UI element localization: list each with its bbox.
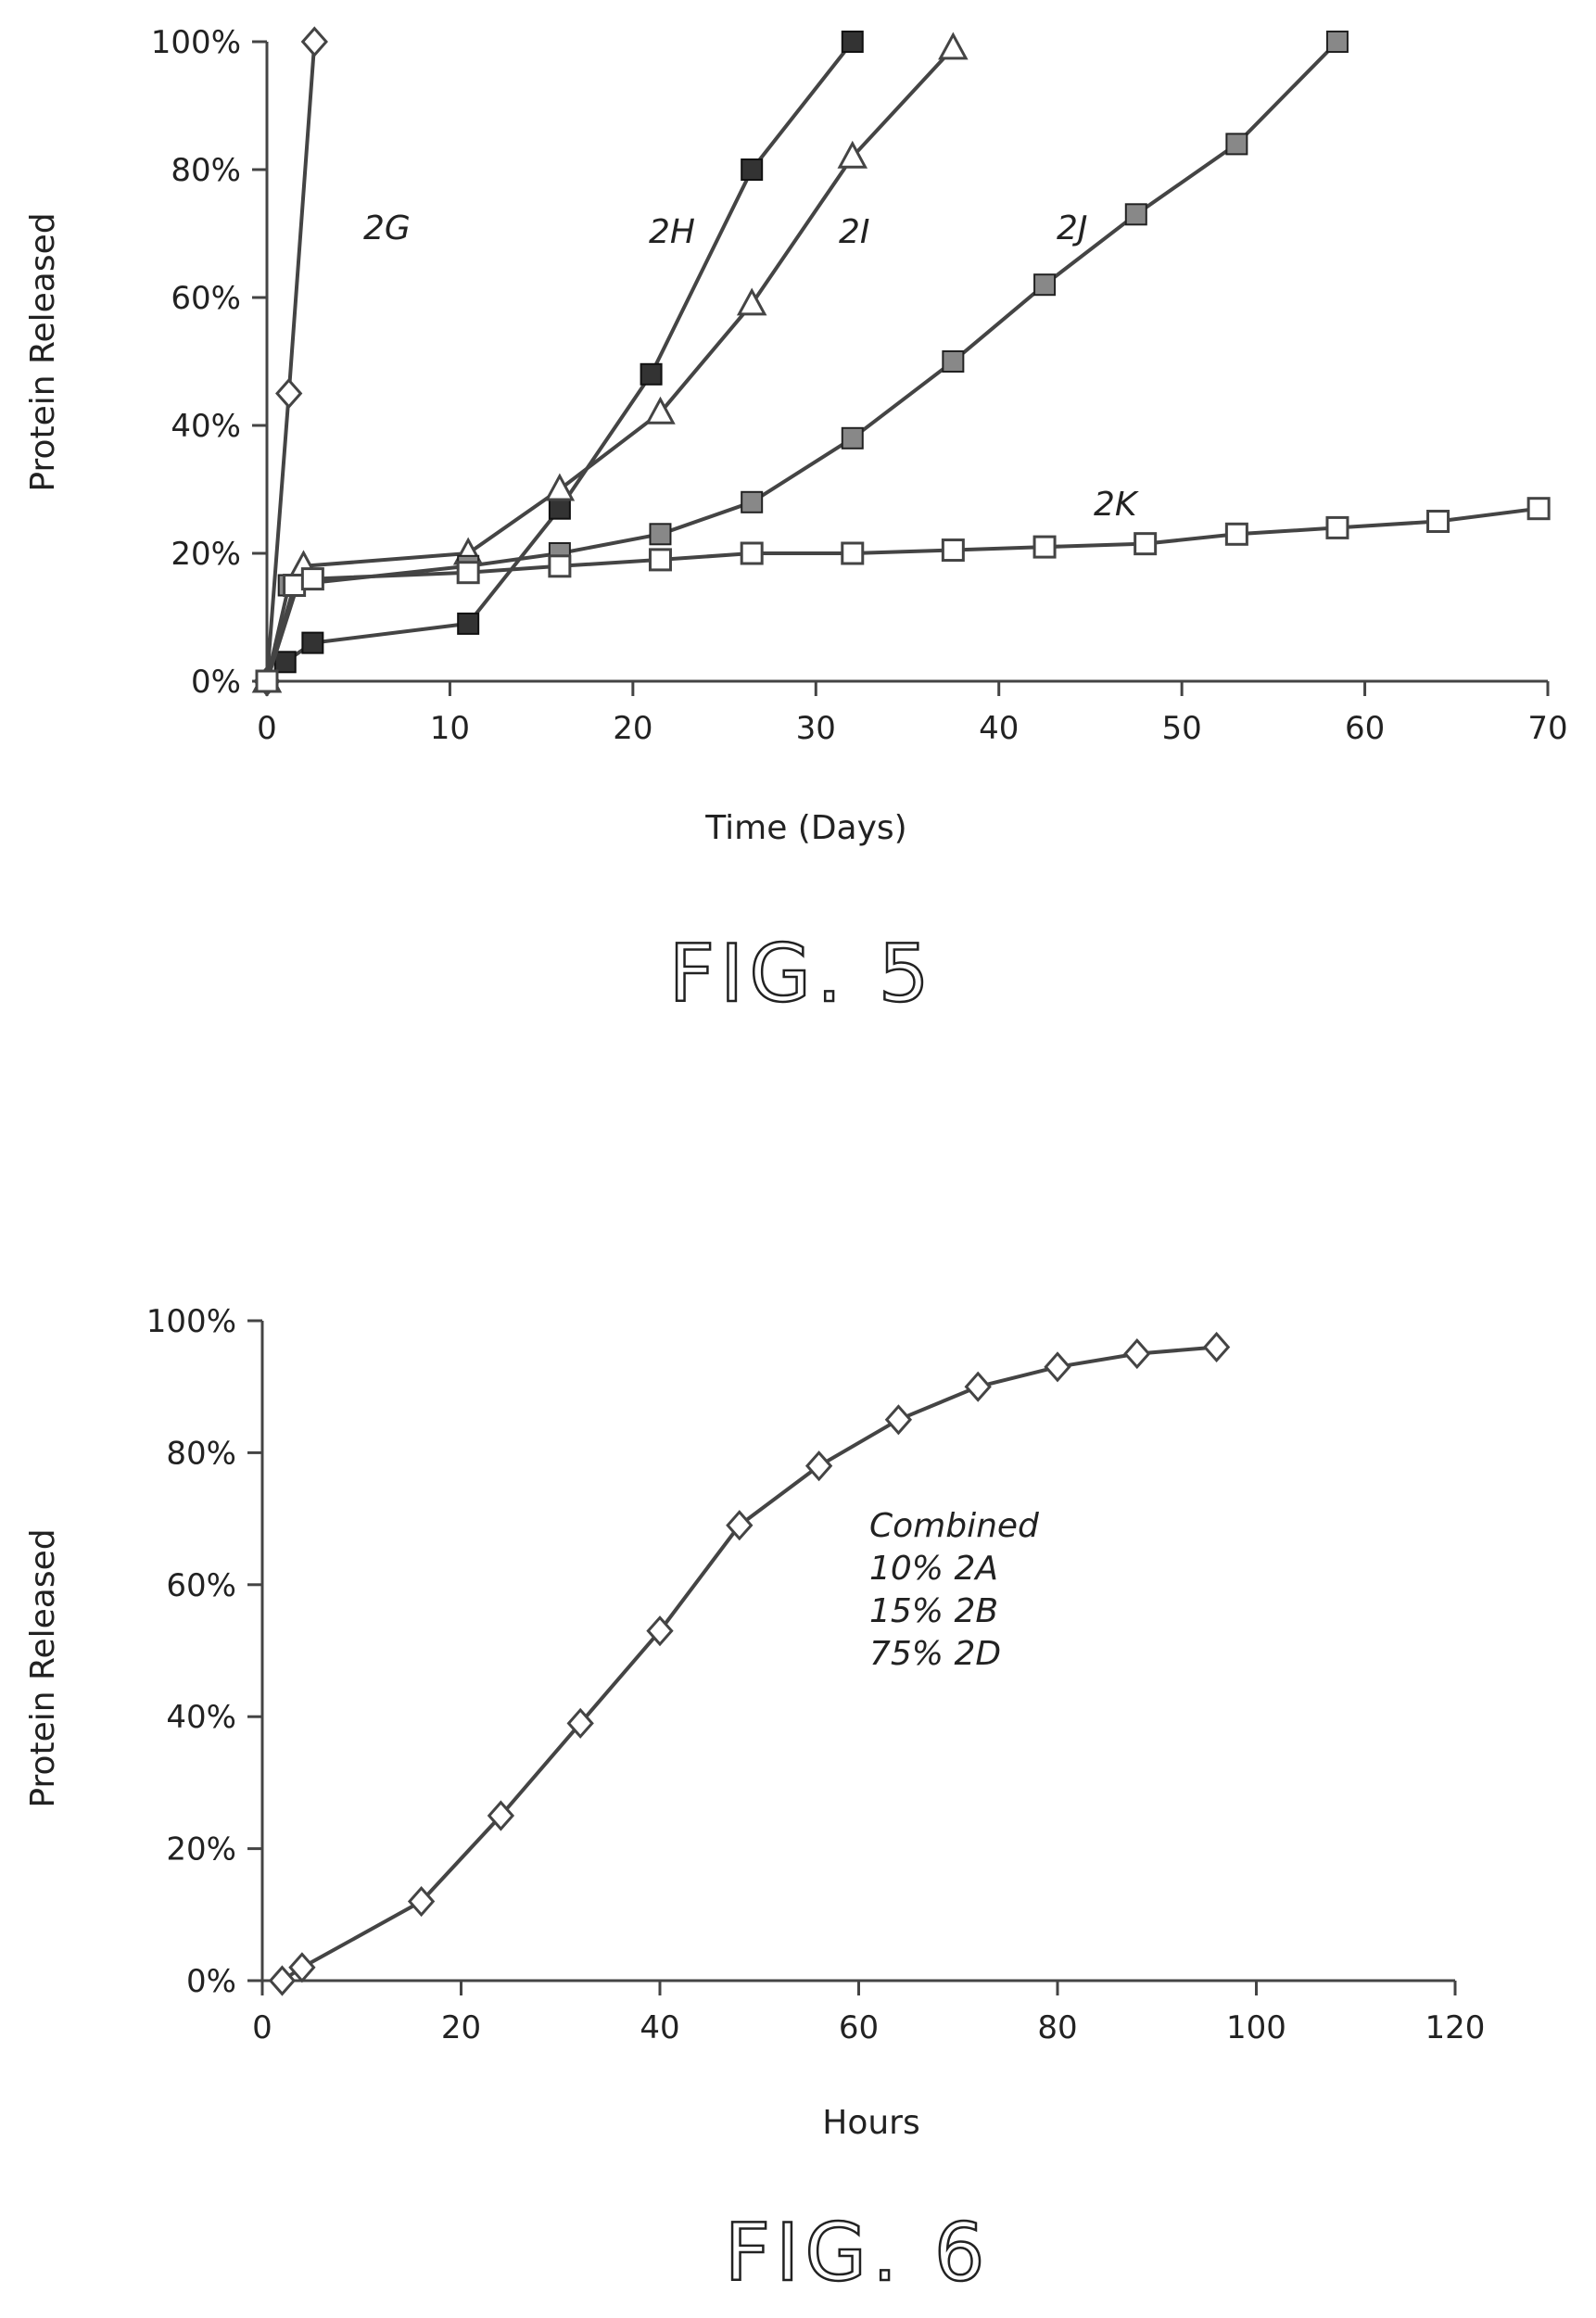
- data-point-2k: [1226, 524, 1247, 544]
- data-point-2k: [741, 543, 762, 564]
- x-tick-label: 0: [257, 710, 277, 747]
- data-point-2h: [550, 499, 570, 519]
- fig5-y-axis-title: Protein Released: [24, 212, 62, 491]
- fig5-label-2H: 2H: [649, 213, 695, 251]
- data-point-2j: [741, 492, 762, 513]
- data-point-2k: [842, 543, 863, 564]
- data-point-2j: [1126, 204, 1146, 224]
- fig6-chart: 0204060801001200%20%40%60%80%100% Hours …: [0, 1260, 1596, 2318]
- data-point-combined: [887, 1407, 910, 1434]
- data-point-2j: [943, 351, 963, 372]
- data-point-2k: [943, 540, 963, 561]
- fig5-axes: [252, 42, 1548, 696]
- x-tick-label: 120: [1425, 2009, 1486, 2046]
- data-point-2k: [550, 556, 570, 576]
- data-point-2g: [277, 380, 300, 407]
- data-point-2h: [842, 32, 863, 52]
- data-point-2h: [302, 633, 323, 653]
- y-tick-label: 60%: [171, 280, 241, 317]
- data-point-2k: [458, 563, 478, 583]
- x-tick-label: 50: [1162, 710, 1202, 747]
- y-tick-label: 100%: [146, 1303, 236, 1340]
- y-tick-label: 60%: [166, 1567, 236, 1604]
- fig6-caption: FIG. 6: [725, 2207, 991, 2299]
- y-tick-label: 20%: [171, 536, 241, 573]
- fig6-series: [271, 1334, 1228, 1994]
- fig6-legend-line-2: 10% 2A: [869, 1550, 998, 1588]
- x-tick-label: 100: [1226, 2009, 1286, 2046]
- series-line-2j: [267, 42, 1337, 681]
- x-tick-label: 10: [430, 710, 470, 747]
- data-point-2k: [1528, 499, 1549, 519]
- figure-5: 0 10 20 30 40 50 60 70 0% 20% 40% 60% 80% 100% Time (…: [0, 0, 1596, 1047]
- x-tick-label: 0: [252, 2009, 272, 2046]
- y-tick-label: 0%: [191, 664, 241, 701]
- data-point-2i: [547, 476, 573, 500]
- data-point-2k: [257, 671, 277, 691]
- series-line-combined: [282, 1347, 1216, 1981]
- x-tick-label: 20: [441, 2009, 481, 2046]
- data-point-2i: [941, 35, 967, 58]
- y-tick-label: 0%: [186, 1963, 236, 2000]
- fig5-label-2J: 2J: [1057, 209, 1088, 247]
- data-point-combined: [1045, 1354, 1069, 1381]
- fig5-label-2G: 2G: [363, 209, 411, 247]
- data-point-2j: [650, 524, 670, 544]
- data-point-2k: [1428, 512, 1449, 532]
- x-tick-label: 40: [979, 710, 1019, 747]
- y-tick-label: 80%: [171, 152, 241, 189]
- data-point-2h: [275, 652, 296, 672]
- fig5-series: [254, 29, 1549, 695]
- fig6-y-axis-title: Protein Released: [24, 1528, 62, 1807]
- x-tick-label: 40: [640, 2009, 679, 2046]
- y-tick-label: 40%: [171, 408, 241, 445]
- data-point-2h: [741, 159, 762, 180]
- y-tick-label: 40%: [166, 1699, 236, 1736]
- x-tick-label: 30: [796, 710, 836, 747]
- y-tick-label: 20%: [166, 1831, 236, 1868]
- y-tick-label: 100%: [151, 24, 241, 61]
- fig5-tick-labels: 0 10 20 30 40 50 60 70 0% 20% 40% 60% 80% 100%: [151, 24, 1568, 747]
- data-point-2j: [1226, 133, 1247, 154]
- fig6-legend-line-3: 15% 2B: [869, 1592, 998, 1630]
- y-tick-label: 80%: [166, 1435, 236, 1472]
- x-tick-label: 60: [1345, 710, 1385, 747]
- data-point-2g: [303, 29, 326, 56]
- data-point-2j: [1034, 274, 1055, 295]
- fig6-legend-line-1: Combined: [869, 1507, 1040, 1545]
- data-point-combined: [290, 1954, 313, 1981]
- x-tick-label: 70: [1527, 710, 1567, 747]
- data-point-2h: [641, 364, 662, 385]
- data-point-combined: [967, 1374, 990, 1400]
- data-point-2h: [458, 614, 478, 634]
- fig6-x-axis-title: Hours: [822, 2104, 919, 2142]
- fig5-caption: FIG. 5: [669, 928, 935, 1020]
- data-point-combined: [271, 1968, 294, 1995]
- fig5-x-axis-title: Time (Days): [704, 809, 906, 847]
- data-point-2j: [842, 428, 863, 449]
- x-tick-label: 60: [839, 2009, 879, 2046]
- data-point-2k: [650, 550, 670, 570]
- data-point-2k: [1034, 537, 1055, 557]
- data-point-2j: [1327, 32, 1348, 52]
- x-tick-label: 80: [1037, 2009, 1077, 2046]
- data-point-combined: [1125, 1340, 1148, 1367]
- fig5-label-2K: 2K: [1094, 486, 1139, 524]
- x-tick-label: 20: [613, 710, 652, 747]
- fig5-label-2I: 2I: [839, 213, 870, 251]
- data-point-2k: [1135, 534, 1156, 554]
- fig6-tick-labels: 0 20 40 60 80 100 120 0% 20% 40% 60% 80% 100%: [146, 1303, 1486, 2046]
- data-point-2k: [302, 569, 323, 589]
- data-point-combined: [1205, 1334, 1228, 1361]
- series-line-2i: [267, 48, 953, 681]
- data-point-2i: [739, 291, 765, 314]
- data-point-2k: [1327, 517, 1348, 538]
- fig6-legend-line-4: 75% 2D: [869, 1635, 1001, 1673]
- series-line-2h: [267, 42, 853, 681]
- figure-6: 0204060801001200%20%40%60%80%100% Hours …: [0, 1260, 1596, 2318]
- data-point-combined: [807, 1452, 830, 1479]
- fig5-chart: 0 10 20 30 40 50 60 70 0% 20% 40% 60% 80% 100% Time (…: [0, 0, 1596, 1047]
